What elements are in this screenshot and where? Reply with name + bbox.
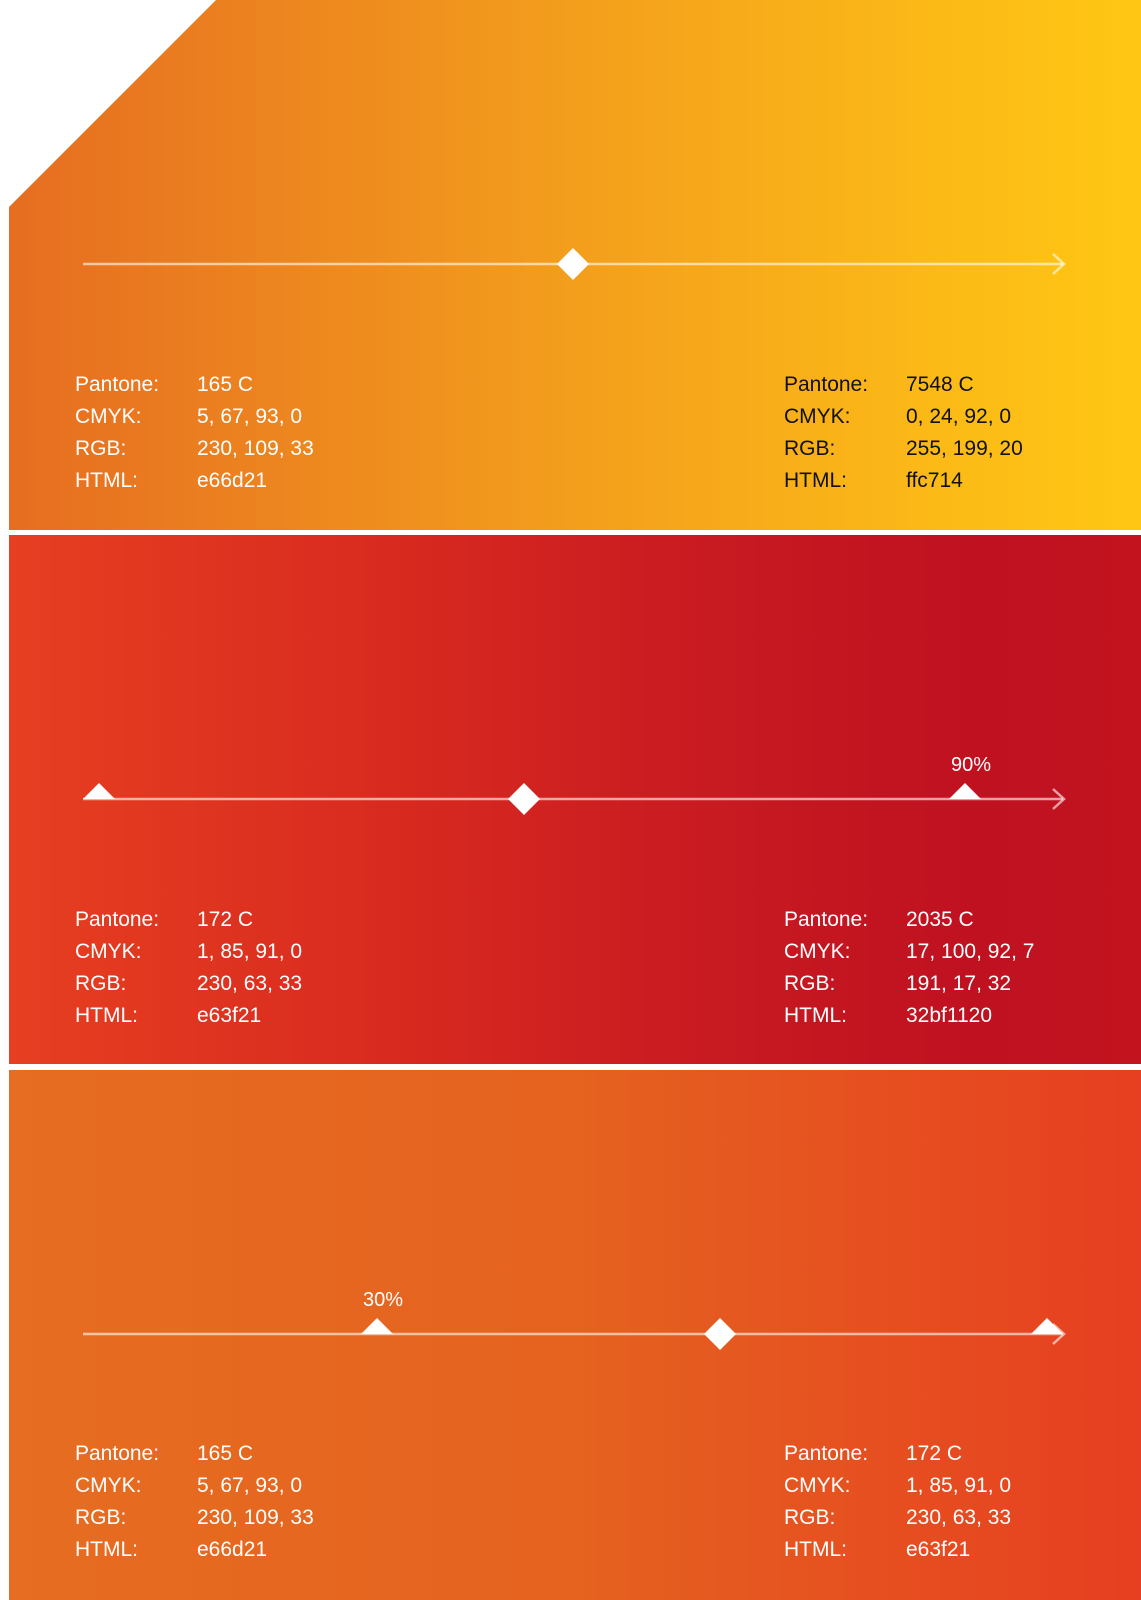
spec-label: HTML: [784,469,847,492]
color-stop-marker[interactable] [949,783,981,799]
spec-label: Pantone: [784,1442,869,1465]
spec-value: 0, 24, 92, 0 [906,405,1012,428]
spec-label: HTML: [75,1538,138,1561]
spec-label: CMYK: [784,1474,851,1497]
spec-value: 2035 C [906,908,974,931]
spec-row-pantone: Pantone: 165 C [75,1438,314,1470]
spec-row-pantone: Pantone: 172 C [75,904,302,936]
spec-row-cmyk: CMYK: 17, 100, 92, 7 [784,936,1034,968]
spec-value: 230, 109, 33 [197,1506,314,1529]
gradient-panel-orange-yellow: Pantone: 165 C CMYK: 5, 67, 93, 0 RGB: 230,… [9,0,1141,530]
spec-row-rgb: RGB: 230, 109, 33 [75,1502,314,1534]
spec-row-rgb: RGB: 255, 199, 20 [784,433,1023,465]
spec-row-pantone: Pantone: 2035 C [784,904,1034,936]
spec-row-html: HTML: e63f21 [75,1000,302,1032]
color-spec-left: Pantone: 172 C CMYK: 1, 85, 91, 0 RGB: 230,… [75,904,302,1032]
spec-label: HTML: [784,1004,847,1027]
gradient-panel-red: 90% Pantone: 172 C CMYK: 1, 85, 91, 0 RGB:… [9,535,1141,1064]
spec-value: 5, 67, 93, 0 [197,1474,303,1497]
spec-label: Pantone: [784,908,869,931]
spec-value: 1, 85, 91, 0 [197,940,303,963]
spec-value: ffc714 [906,469,963,492]
spec-value: e63f21 [197,1004,262,1027]
spec-row-html: HTML: e66d21 [75,1534,314,1566]
spec-label: RGB: [75,1506,127,1529]
color-spec-left: Pantone: 165 C CMYK: 5, 67, 93, 0 RGB: 230,… [75,369,314,497]
spec-label: Pantone: [784,373,869,396]
color-spec-right: Pantone: 7548 C CMYK: 0, 24, 92, 0 RGB: 255… [784,369,1023,497]
spec-value: 172 C [197,908,254,931]
spec-label: CMYK: [75,1474,142,1497]
spec-label: RGB: [75,972,127,995]
spec-value: 191, 17, 32 [906,972,1012,995]
spec-row-html: HTML: 32bf1120 [784,1000,1034,1032]
stop-percent-label: 90% [950,754,992,776]
spec-label: RGB: [784,437,836,460]
gradient-track [83,783,1066,815]
gradient-panel-orange-red: 30% Pantone: 165 C CMYK: 5, 67, 93, 0 RGB:… [9,1070,1141,1600]
spec-value: e66d21 [197,469,268,492]
spec-label: RGB: [784,1506,836,1529]
color-spec-right: Pantone: 2035 C CMYK: 17, 100, 92, 7 RGB: 1… [784,904,1034,1032]
spec-row-cmyk: CMYK: 5, 67, 93, 0 [75,1470,314,1502]
spec-value: 172 C [906,1442,963,1465]
spec-value: e63f21 [906,1538,971,1561]
spec-value: 5, 67, 93, 0 [197,405,303,428]
spec-value: 230, 63, 33 [197,972,303,995]
stop-percent-label: 30% [362,1289,404,1311]
midpoint-diamond-marker[interactable] [704,1318,736,1350]
spec-row-html: HTML: ffc714 [784,465,1023,497]
spec-row-pantone: Pantone: 7548 C [784,369,1023,401]
arrow-right-icon [1052,1323,1066,1345]
spec-label: CMYK: [784,940,851,963]
midpoint-diamond-marker[interactable] [557,248,589,280]
spec-row-html: HTML: e66d21 [75,465,314,497]
spec-row-pantone: Pantone: 165 C [75,369,314,401]
spec-row-cmyk: CMYK: 1, 85, 91, 0 [784,1470,1011,1502]
color-stop-marker[interactable] [361,1318,393,1334]
track-markers [557,248,589,280]
spec-label: Pantone: [75,908,160,931]
gradient-track [83,1318,1066,1350]
spec-value: 230, 63, 33 [906,1506,1012,1529]
spec-row-pantone: Pantone: 172 C [784,1438,1011,1470]
spec-label: CMYK: [784,405,851,428]
color-stop-marker[interactable] [1031,1318,1063,1334]
spec-row-rgb: RGB: 230, 63, 33 [784,1502,1011,1534]
spec-value: 7548 C [906,373,974,396]
spec-label: HTML: [75,469,138,492]
arrow-right-icon [1052,788,1066,810]
spec-row-cmyk: CMYK: 1, 85, 91, 0 [75,936,302,968]
spec-row-rgb: RGB: 191, 17, 32 [784,968,1034,1000]
track-markers [83,783,981,815]
spec-row-cmyk: CMYK: 0, 24, 92, 0 [784,401,1023,433]
spec-row-rgb: RGB: 230, 109, 33 [75,433,314,465]
spec-label: CMYK: [75,940,142,963]
spec-label: HTML: [75,1004,138,1027]
spec-value: 1, 85, 91, 0 [906,1474,1012,1497]
spec-value: e66d21 [197,1538,268,1561]
spec-label: RGB: [784,972,836,995]
spec-row-rgb: RGB: 230, 63, 33 [75,968,302,1000]
spec-label: CMYK: [75,405,142,428]
spec-value: 32bf1120 [906,1004,993,1027]
spec-label: RGB: [75,437,127,460]
arrow-right-icon [1052,253,1066,275]
spec-value: 165 C [197,373,254,396]
spec-row-html: HTML: e63f21 [784,1534,1011,1566]
spec-row-cmyk: CMYK: 5, 67, 93, 0 [75,401,314,433]
spec-value: 230, 109, 33 [197,437,314,460]
midpoint-diamond-marker[interactable] [508,783,540,815]
color-stop-marker[interactable] [83,783,115,799]
spec-value: 17, 100, 92, 7 [906,940,1035,963]
spec-label: Pantone: [75,1442,160,1465]
color-spec-left: Pantone: 165 C CMYK: 5, 67, 93, 0 RGB: 230,… [75,1438,314,1566]
spec-value: 165 C [197,1442,254,1465]
spec-label: HTML: [784,1538,847,1561]
color-spec-right: Pantone: 172 C CMYK: 1, 85, 91, 0 RGB: 230,… [784,1438,1011,1566]
gradient-track [83,248,1066,280]
track-markers [361,1318,1063,1350]
spec-value: 255, 199, 20 [906,437,1023,460]
spec-label: Pantone: [75,373,160,396]
